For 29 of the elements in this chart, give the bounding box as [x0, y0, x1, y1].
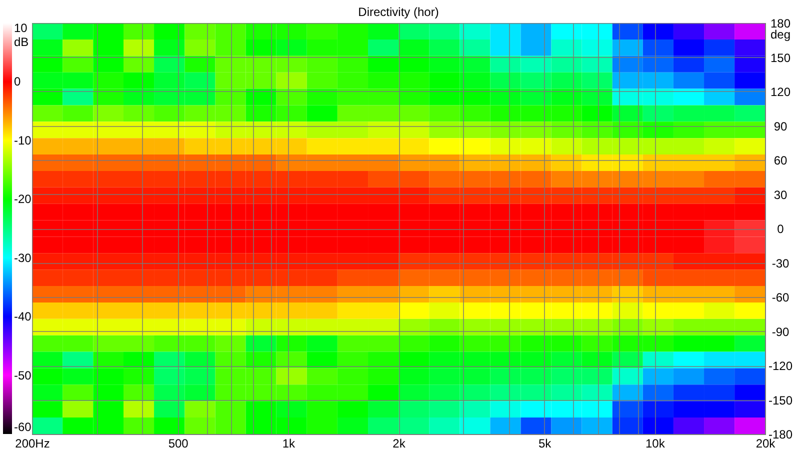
- y-tick-label: -60: [772, 290, 790, 304]
- color-bar-label: 0: [14, 74, 21, 89]
- x-tick-label: 5k: [538, 436, 552, 450]
- x-tick-label: 500: [168, 436, 189, 450]
- x-tick-label: 1k: [282, 436, 296, 450]
- x-tick-label: 10k: [645, 436, 666, 450]
- y-tick-label: 120: [770, 85, 791, 99]
- y-tick-label: 180: [770, 16, 791, 30]
- y-tick-label: 60: [774, 154, 788, 168]
- color-bar-title: dB: [14, 35, 29, 49]
- color-bar-label: 10: [14, 21, 28, 35]
- y-tick-label: -90: [772, 324, 790, 339]
- x-tick-label: 200Hz: [15, 436, 50, 450]
- x-tick-label: 2k: [392, 436, 406, 450]
- color-bar-label: -60: [14, 420, 32, 434]
- y-axis-title: deg: [770, 28, 791, 42]
- y-tick-label: -150: [768, 393, 793, 408]
- y-tick-label: -120: [768, 359, 793, 373]
- y-tick-label: -30: [772, 256, 790, 270]
- color-bar-label: -30: [14, 250, 32, 265]
- y-tick-label: 90: [774, 119, 788, 134]
- color-bar-label: -40: [14, 310, 32, 324]
- color-bar-label: -10: [14, 133, 32, 148]
- color-bar-label: -20: [14, 192, 32, 206]
- color-bar-label: -50: [14, 368, 32, 382]
- y-tick-label: 0: [777, 222, 784, 236]
- y-tick-label: 30: [774, 188, 788, 202]
- y-tick-label: 150: [770, 50, 791, 65]
- chart-title: Directivity (hor): [358, 5, 439, 19]
